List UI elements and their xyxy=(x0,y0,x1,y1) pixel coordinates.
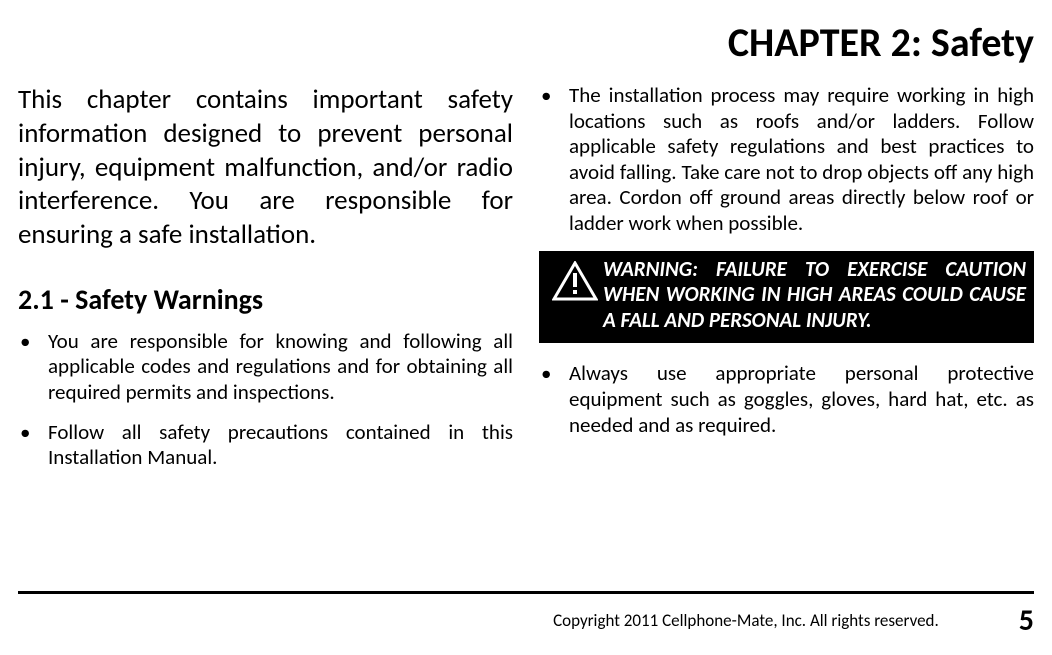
page-number: 5 xyxy=(1019,602,1034,639)
left-column: This chapter contains important safety i… xyxy=(18,83,513,485)
list-item: • You are responsible for knowing and fo… xyxy=(18,329,513,406)
intro-paragraph: This chapter contains important safety i… xyxy=(18,83,513,252)
bullet-marker: • xyxy=(18,420,48,471)
bullet-text: Follow all safety precautions contained … xyxy=(48,420,513,471)
bullet-marker: • xyxy=(18,329,48,406)
list-item: • Always use appropriate personal protec… xyxy=(539,361,1034,438)
chapter-title: CHAPTER 2: Safety xyxy=(18,18,1034,67)
right-column: • The installation process may require w… xyxy=(539,83,1034,485)
list-item: • The installation process may require w… xyxy=(539,83,1034,237)
bullet-text: The installation process may require wor… xyxy=(569,83,1034,237)
warning-callout: WARNING: FAILURE TO EXERCISE CAU­TION WH… xyxy=(539,251,1034,344)
page-footer: Copyright 2011 Cellphone-Mate, Inc. All … xyxy=(18,591,1034,639)
two-column-layout: This chapter contains important safety i… xyxy=(18,83,1034,485)
bullet-text: Always use appropriate personal protecti… xyxy=(569,361,1034,438)
copyright-text: Copyright 2011 Cellphone-Mate, Inc. All … xyxy=(553,610,939,631)
bullet-marker: • xyxy=(539,361,569,438)
bullet-text: You are responsible for knowing and foll… xyxy=(48,329,513,406)
warning-text: WARNING: FAILURE TO EXERCISE CAU­TION WH… xyxy=(603,257,1026,334)
warning-icon xyxy=(547,257,603,301)
section-heading: 2.1 - Safety Warnings xyxy=(18,282,513,317)
bullet-marker: • xyxy=(539,83,569,237)
list-item: • Follow all safety precautions containe… xyxy=(18,420,513,471)
